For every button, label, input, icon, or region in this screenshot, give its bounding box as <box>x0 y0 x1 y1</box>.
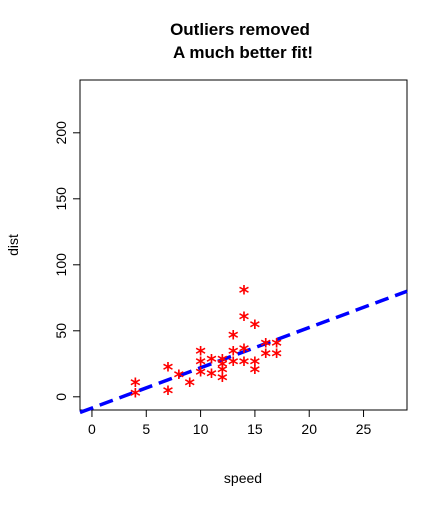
y-tick-label: 50 <box>53 323 69 339</box>
data-point: * <box>271 334 282 358</box>
data-point: * <box>184 374 195 398</box>
data-point: * <box>174 366 185 390</box>
data-point: * <box>261 345 272 369</box>
x-tick-label: 15 <box>247 421 263 437</box>
data-point: * <box>163 382 174 406</box>
y-tick-label: 200 <box>53 121 69 145</box>
chart-title-line-2: A much better fit! <box>173 43 313 62</box>
x-tick-label: 0 <box>88 421 96 437</box>
x-axis: 0 5 10 15 20 25 <box>88 410 372 437</box>
chart-title-line-1: Outliers removed <box>170 20 310 39</box>
plot-area <box>79 79 408 411</box>
data-point: * <box>163 358 174 382</box>
data-point: * <box>217 368 228 392</box>
data-point: * <box>195 363 206 387</box>
y-tick-label: 100 <box>53 253 69 277</box>
data-point: * <box>239 308 250 332</box>
data-point: * <box>217 360 228 384</box>
x-tick-label: 20 <box>301 421 317 437</box>
data-point: * <box>239 339 250 363</box>
data-point: * <box>250 352 261 376</box>
x-axis-label: speed <box>224 470 262 486</box>
x-tick-label: 5 <box>142 421 150 437</box>
data-point: * <box>239 352 250 376</box>
data-point: * <box>130 374 141 398</box>
y-tick-label: 150 <box>53 187 69 211</box>
data-point: * <box>250 316 261 340</box>
data-point: * <box>239 281 250 305</box>
data-point: * <box>271 345 282 369</box>
x-tick-label: 25 <box>356 421 372 437</box>
data-point: * <box>195 352 206 376</box>
y-axis: 0 50 100 150 200 <box>53 121 80 401</box>
data-point: * <box>130 384 141 408</box>
data-point: * <box>250 360 261 384</box>
data-point: * <box>228 326 239 350</box>
data-point: * <box>228 342 239 366</box>
y-axis-label: dist <box>5 234 21 256</box>
x-tick-label: 10 <box>193 421 209 437</box>
data-point: * <box>217 355 228 379</box>
regression-line <box>79 289 408 415</box>
data-point: * <box>195 342 206 366</box>
data-point: * <box>261 334 272 358</box>
data-point: * <box>206 364 217 388</box>
data-point: * <box>217 350 228 374</box>
data-point: * <box>206 350 217 374</box>
y-tick-label: 0 <box>53 393 69 401</box>
data-points: ** ** * * ********* ************ ** <box>130 281 282 408</box>
data-point: * <box>228 352 239 376</box>
